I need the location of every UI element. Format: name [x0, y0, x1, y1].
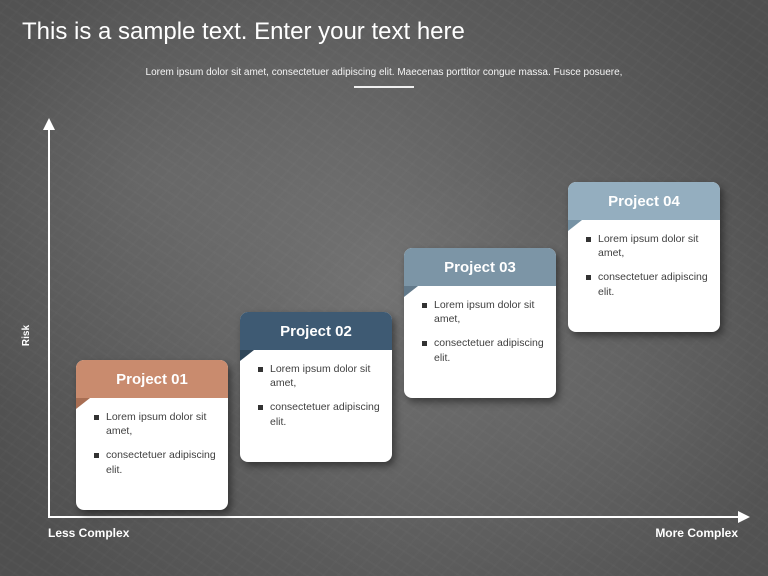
project-card-body: Lorem ipsum dolor sit amet, consectetuer … — [404, 286, 556, 377]
project-card-header: Project 03 — [404, 248, 556, 286]
card-notch-icon — [76, 398, 90, 409]
bullet-list: Lorem ipsum dolor sit amet, consectetuer … — [422, 298, 544, 365]
card-notch-icon — [404, 286, 418, 297]
bullet-list: Lorem ipsum dolor sit amet, consectetuer … — [258, 362, 380, 429]
project-card-4: Project 04 Lorem ipsum dolor sit amet, con… — [568, 182, 720, 332]
project-card-2: Project 02 Lorem ipsum dolor sit amet, con… — [240, 312, 392, 462]
x-axis-label-left: Less Complex — [48, 526, 129, 540]
project-card-header: Project 02 — [240, 312, 392, 350]
bullet-item: consectetuer adipiscing elit. — [94, 448, 216, 476]
project-card-header: Project 01 — [76, 360, 228, 398]
x-axis-label-right: More Complex — [655, 526, 738, 540]
risk-complexity-chart: Risk Less Complex More Complex Project 0… — [38, 120, 748, 540]
project-card-header: Project 04 — [568, 182, 720, 220]
project-card-1: Project 01 Lorem ipsum dolor sit amet, con… — [76, 360, 228, 510]
bullet-item: Lorem ipsum dolor sit amet, — [422, 298, 544, 326]
project-card-body: Lorem ipsum dolor sit amet, consectetuer … — [240, 350, 392, 441]
subtitle-underline — [354, 86, 414, 88]
bullet-item: consectetuer adipiscing elit. — [258, 400, 380, 428]
page-title: This is a sample text. Enter your text h… — [22, 18, 465, 46]
bullet-list: Lorem ipsum dolor sit amet, consectetuer … — [586, 232, 708, 299]
project-card-body: Lorem ipsum dolor sit amet, consectetuer … — [568, 220, 720, 311]
bullet-item: Lorem ipsum dolor sit amet, — [258, 362, 380, 390]
bullet-item: consectetuer adipiscing elit. — [586, 270, 708, 298]
project-card-3: Project 03 Lorem ipsum dolor sit amet, con… — [404, 248, 556, 398]
project-card-body: Lorem ipsum dolor sit amet, consectetuer … — [76, 398, 228, 489]
y-axis — [48, 120, 50, 518]
card-notch-icon — [240, 350, 254, 361]
card-notch-icon — [568, 220, 582, 231]
x-axis — [48, 516, 748, 518]
y-axis-label: Risk — [21, 325, 32, 346]
subtitle-text: Lorem ipsum dolor sit amet, consectetuer… — [146, 67, 623, 78]
bullet-item: Lorem ipsum dolor sit amet, — [586, 232, 708, 260]
page-subtitle: Lorem ipsum dolor sit amet, consectetuer… — [0, 66, 768, 88]
bullet-item: consectetuer adipiscing elit. — [422, 336, 544, 364]
bullet-item: Lorem ipsum dolor sit amet, — [94, 410, 216, 438]
bullet-list: Lorem ipsum dolor sit amet, consectetuer … — [94, 410, 216, 477]
